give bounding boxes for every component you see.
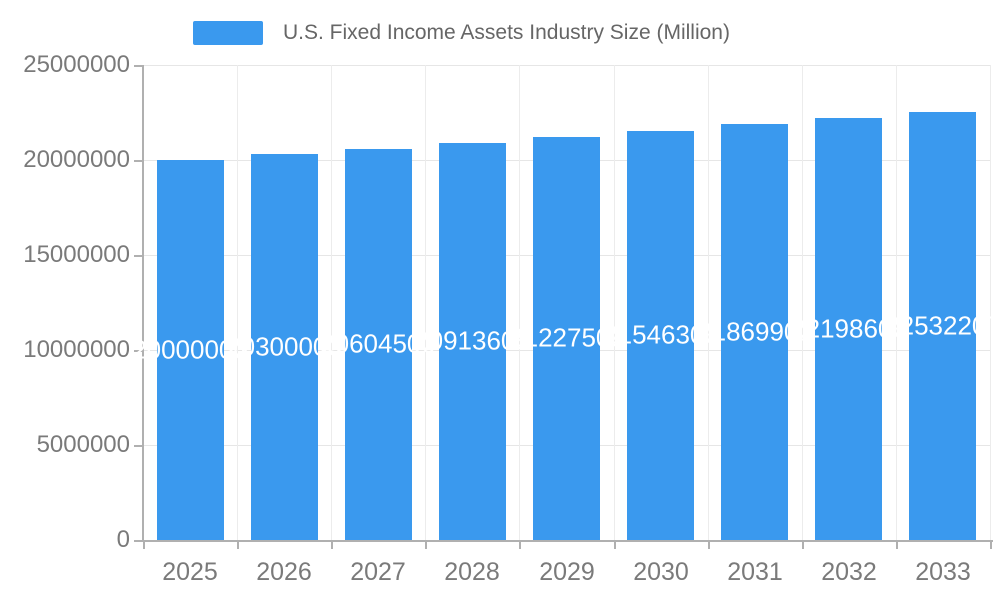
bar-value-label: 20000000 <box>132 334 248 365</box>
bar-2028[interactable] <box>439 143 506 540</box>
bar-2027[interactable] <box>345 149 412 540</box>
bar-2030[interactable] <box>627 131 694 540</box>
y-axis-tick <box>134 540 143 542</box>
y-axis-tick <box>134 255 143 257</box>
gridline-vertical <box>708 65 709 540</box>
x-axis-line <box>142 540 993 542</box>
bar-2032[interactable] <box>815 118 882 540</box>
y-axis-line <box>142 65 144 542</box>
x-axis-tick <box>614 540 616 549</box>
gridline-vertical <box>237 65 238 540</box>
y-axis-tick-label: 25000000 <box>23 51 130 78</box>
x-axis-tick <box>802 540 804 549</box>
x-axis-tick-label: 2029 <box>539 558 595 586</box>
y-axis-tick <box>134 160 143 162</box>
x-axis-tick-label: 2026 <box>256 558 312 586</box>
bar-value-label: 21546306 <box>603 319 719 350</box>
bar-2031[interactable] <box>721 124 788 540</box>
x-axis-tick <box>708 540 710 549</box>
y-axis-tick-label: 0 <box>116 526 130 553</box>
bar-value-label: 22198606 <box>791 313 907 344</box>
bar-value-label: 20604500 <box>320 328 436 359</box>
x-axis-tick <box>143 540 145 549</box>
x-axis-tick <box>331 540 333 549</box>
y-axis-tick-label: 20000000 <box>23 146 130 173</box>
bar-2025[interactable] <box>157 160 224 540</box>
x-axis-tick-label: 2027 <box>350 558 406 586</box>
bar-2029[interactable] <box>533 137 600 540</box>
x-axis-tick <box>519 540 521 549</box>
x-axis-tick-label: 2025 <box>162 558 218 586</box>
bar-2033[interactable] <box>909 112 976 540</box>
x-axis-tick-label: 2032 <box>821 558 877 586</box>
x-axis-tick-label: 2030 <box>633 558 689 586</box>
x-axis-tick <box>237 540 239 549</box>
bar-value-label: 20300000 <box>226 331 342 362</box>
legend-label: U.S. Fixed Income Assets Industry Size (… <box>283 21 730 44</box>
y-axis-tick-label: 10000000 <box>23 336 130 363</box>
gridline-vertical <box>802 65 803 540</box>
x-axis-tick-label: 2028 <box>444 558 500 586</box>
gridline-horizontal <box>143 65 990 66</box>
x-axis-tick-label: 2033 <box>915 558 971 586</box>
gridline-vertical <box>425 65 426 540</box>
legend-item[interactable]: U.S. Fixed Income Assets Industry Size (… <box>193 20 730 46</box>
x-axis-tick-label: 2031 <box>727 558 783 586</box>
y-axis-tick <box>134 65 143 67</box>
gridline-vertical <box>896 65 897 540</box>
gridline-vertical <box>519 65 520 540</box>
bar-value-label: 21227509 <box>509 322 625 353</box>
y-axis-tick-label: 15000000 <box>23 241 130 268</box>
bar-value-label: 22532207 <box>885 310 1000 341</box>
bar-value-label: 20913605 <box>414 325 530 356</box>
x-axis-tick <box>896 540 898 549</box>
y-axis-tick-label: 5000000 <box>36 431 130 458</box>
x-axis-tick <box>425 540 427 549</box>
legend-swatch-icon <box>193 21 263 45</box>
gridline-vertical <box>614 65 615 540</box>
x-axis-tick <box>990 540 992 549</box>
y-axis-tick <box>134 445 143 447</box>
gridline-vertical <box>331 65 332 540</box>
bar-value-label: 21869902 <box>697 316 813 347</box>
y-axis-tick <box>134 350 143 352</box>
bar-2026[interactable] <box>251 154 318 540</box>
gridline-vertical <box>990 65 991 540</box>
